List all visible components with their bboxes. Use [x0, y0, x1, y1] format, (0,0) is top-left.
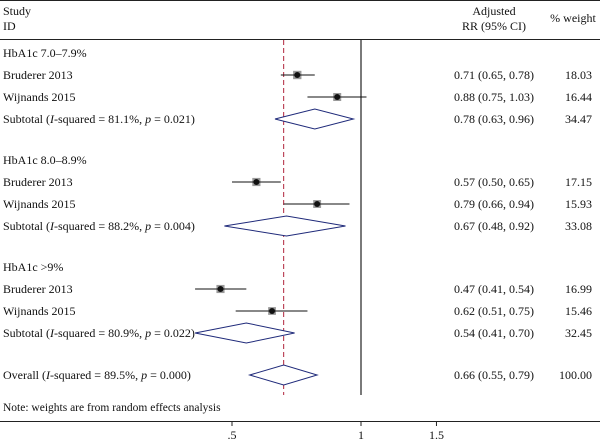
study-label: Bruderer 2013	[3, 282, 73, 296]
ci-value: 0.57 (0.50, 0.65)	[454, 175, 534, 189]
ci-value: 0.54 (0.41, 0.70)	[454, 326, 534, 340]
x-tick-label: .5	[228, 428, 237, 442]
weight-value: 34.47	[565, 112, 592, 126]
ci-value: 0.66 (0.55, 0.79)	[454, 368, 534, 382]
weight-value: 100.00	[559, 368, 592, 382]
header-weight: % weight	[550, 11, 596, 25]
ci-value: 0.47 (0.41, 0.54)	[454, 282, 534, 296]
weight-value: 16.44	[565, 90, 592, 104]
x-tick-label: 1	[358, 428, 364, 442]
point-estimate	[294, 72, 301, 78]
subtotal-label: Subtotal (I-squared = 80.9%, p = 0.022)	[3, 326, 195, 340]
group-label: HbA1c >9%	[3, 260, 63, 274]
ci-value: 0.71 (0.65, 0.78)	[454, 68, 534, 82]
header-study: Study	[3, 4, 31, 18]
ci-value: 0.62 (0.51, 0.75)	[454, 304, 534, 318]
point-estimate	[269, 308, 276, 314]
point-estimate	[334, 94, 341, 100]
header-rr-ci: RR (95% CI)	[462, 19, 526, 33]
study-label: Bruderer 2013	[3, 68, 73, 82]
subtotal-label: Subtotal (I-squared = 81.1%, p = 0.021)	[3, 112, 195, 126]
x-tick-label: 1.5	[429, 428, 444, 442]
group-label: HbA1c 8.0–8.9%	[3, 153, 87, 167]
subtotal-diamond	[224, 215, 346, 237]
study-label: Bruderer 2013	[3, 175, 73, 189]
ci-value: 0.67 (0.48, 0.92)	[454, 219, 534, 233]
weight-value: 16.99	[565, 282, 592, 296]
header-adjusted: Adjusted	[472, 4, 515, 18]
study-label: Wijnands 2015	[3, 197, 76, 211]
weight-value: 17.15	[565, 175, 592, 189]
point-estimate	[253, 179, 260, 185]
weight-value: 33.08	[565, 219, 592, 233]
footnote: Note: weights are from random effects an…	[3, 402, 221, 414]
ci-value: 0.78 (0.63, 0.96)	[454, 112, 534, 126]
ci-value: 0.88 (0.75, 1.03)	[454, 90, 534, 104]
group-label: HbA1c 7.0–7.9%	[3, 46, 87, 60]
subtotal-diamond	[274, 108, 356, 130]
study-label: Wijnands 2015	[3, 90, 76, 104]
point-estimate	[314, 201, 321, 207]
ci-value: 0.79 (0.66, 0.94)	[454, 197, 534, 211]
weight-value: 32.45	[565, 326, 592, 340]
point-estimate	[217, 286, 224, 292]
weight-value: 15.46	[565, 304, 592, 318]
overall-label: Overall (I-squared = 89.5%, p = 0.000)	[3, 368, 191, 382]
subtotal-label: Subtotal (I-squared = 88.2%, p = 0.004)	[3, 219, 195, 233]
weight-value: 15.93	[565, 197, 592, 211]
subtotal-diamond	[195, 322, 295, 344]
study-label: Wijnands 2015	[3, 304, 76, 318]
weight-value: 18.03	[565, 68, 592, 82]
header-id: ID	[3, 19, 16, 33]
overall-diamond	[247, 364, 319, 386]
